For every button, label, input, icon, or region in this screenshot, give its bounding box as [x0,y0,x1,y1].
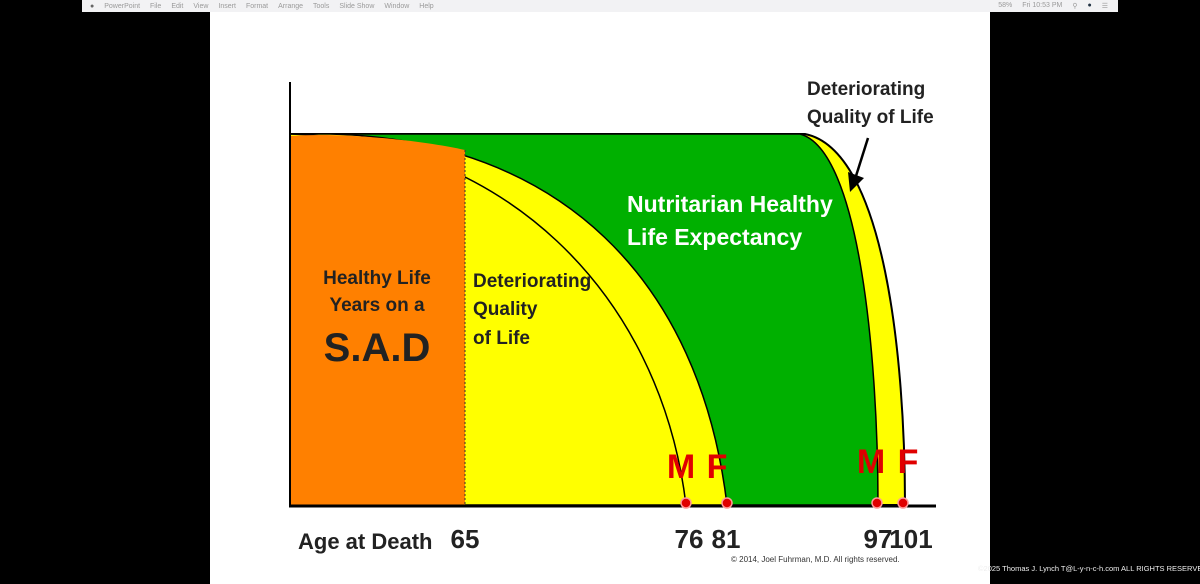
tick-76: 76 [675,524,704,554]
tick-81: 81 [712,524,741,554]
tick-101: 101 [889,524,932,554]
menu-slide-show[interactable]: Slide Show [339,2,375,10]
nutritarian-deteriorating-line1: Deteriorating [807,79,925,100]
life-expectancy-diagram: Healthy Life Years on a S.A.D Deteriorat… [289,79,936,564]
menu-view[interactable]: View [193,2,209,10]
menu-bar: ● PowerPoint File Edit View Insert Forma… [82,0,1118,12]
menu-help[interactable]: Help [419,2,434,10]
marker-male-nutritarian: M [857,443,885,481]
arrow-line [854,137,870,177]
nutritarian-label-line1: Nutritarian Healthy [627,191,833,217]
menu-tools[interactable]: Tools [313,2,330,10]
marker-female-sad: F [707,448,728,486]
watermark-text: ©2025 Thomas J. Lynch T@L-y-n-c-h.com AL… [978,564,1200,573]
dot-76 [680,497,692,509]
dot-97 [871,497,883,509]
sad-deteriorating-line1: Deteriorating [473,271,591,292]
menu-list-icon[interactable]: ☰ [1101,3,1108,10]
menu-powerpoint[interactable]: PowerPoint [104,2,141,10]
menu-file[interactable]: File [150,2,162,10]
nutritarian-label-line2: Life Expectancy [627,224,802,250]
clock[interactable]: Fri 10:53 PM [1022,2,1063,9]
menu-arrange[interactable]: Arrange [278,2,304,10]
battery-status[interactable]: 58% [998,2,1013,9]
tick-97: 97 [864,524,893,554]
sad-label-line2: Years on a [329,295,424,316]
sad-label-line3: S.A.D [324,326,431,370]
x-axis-label: Age at Death [298,529,432,554]
dot-81 [721,497,733,509]
slide: Healthy Life Years on a S.A.D Deteriorat… [210,12,990,584]
marker-male-sad: M [667,448,695,486]
marker-female-nutritarian: F [898,443,919,481]
sad-label-line1: Healthy Life [323,268,431,289]
nutritarian-deteriorating-line2: Quality of Life [807,107,934,128]
arrow-head-icon [848,172,864,192]
apple-icon[interactable]: ● [90,2,95,10]
menu-edit[interactable]: Edit [171,2,184,10]
tick-65: 65 [451,524,480,554]
copyright-text: © 2014, Joel Fuhrman, M.D. All rights re… [731,555,900,564]
sad-deteriorating-line2: Quality [473,299,538,320]
dot-101 [897,497,909,509]
search-icon[interactable]: ⚲ [1072,3,1078,10]
menu-format[interactable]: Format [245,2,269,10]
menu-window[interactable]: Window [384,2,410,10]
sad-healthy-region [290,134,465,506]
menu-insert[interactable]: Insert [218,2,236,10]
sad-deteriorating-line3: of Life [473,328,530,349]
user-icon[interactable]: ● [1087,2,1092,9]
